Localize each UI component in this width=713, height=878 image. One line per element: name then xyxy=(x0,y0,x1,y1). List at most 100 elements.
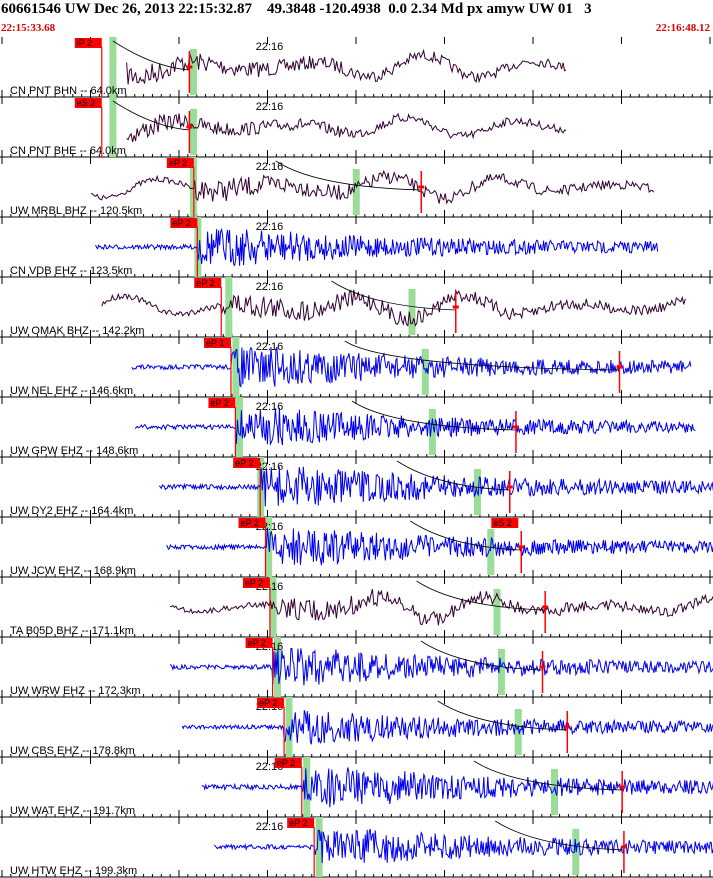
station-label: UW GPW EHZ -- 148.6km xyxy=(10,445,138,457)
travel-time-curve xyxy=(344,340,620,371)
p-pick-label: eS 2 xyxy=(77,98,96,108)
travel-time-curve xyxy=(396,460,510,491)
p-pick-label: eP 2 xyxy=(245,578,263,588)
station-label: UW OMAK BHZ -- 142.2km xyxy=(10,325,144,337)
station-label: UW DY2 EHZ -- 164.4km xyxy=(10,505,133,517)
travel-time-curve xyxy=(437,700,568,731)
waveform xyxy=(181,710,713,745)
minute-label: 22:16 xyxy=(256,281,284,293)
station-label: UW HTW EHZ -- 199.3km xyxy=(10,865,137,877)
p-pick-label: eP 2 xyxy=(172,218,190,228)
station-label: UW WAT EHZ -- 191.7km xyxy=(10,805,135,817)
p-pick-label: eP 1 xyxy=(206,338,224,348)
s-window xyxy=(493,589,501,635)
station-label: CN VDB EHZ -- 123.5km xyxy=(10,265,132,277)
s-window xyxy=(189,109,197,155)
waveform xyxy=(158,466,713,507)
s-pick-flag xyxy=(491,518,519,528)
waveform xyxy=(201,767,713,808)
travel-time-curve xyxy=(275,160,422,191)
s-window xyxy=(408,289,416,335)
s-window xyxy=(428,409,436,455)
p-pick-flag xyxy=(238,518,266,528)
minute-label: 22:16 xyxy=(256,821,284,833)
p-pick-flag xyxy=(74,38,102,48)
station-label: CN PNT BHE -- 64.0km xyxy=(10,145,126,157)
p-pick-flag xyxy=(208,398,236,408)
travel-time-curve xyxy=(495,820,624,851)
station-label: UW MRBL BHZ -- 120.5km xyxy=(10,205,142,217)
start-time: 22:15:33.68 xyxy=(1,22,56,34)
p-pick-flag xyxy=(170,218,198,228)
p-window xyxy=(109,37,117,97)
minute-label: 22:16 xyxy=(256,41,284,53)
waveform xyxy=(213,828,713,864)
waveform xyxy=(126,112,567,143)
s-window xyxy=(352,169,360,215)
p-pick-label: eP 2 xyxy=(196,278,214,288)
p-pick-label: eP 2 xyxy=(277,758,295,768)
s-window xyxy=(551,769,559,815)
travel-time-curve xyxy=(351,400,516,431)
minute-label: 22:16 xyxy=(256,401,284,413)
p-pick-label: eP 2 xyxy=(248,638,266,648)
p-pick-label: eP 2 xyxy=(210,398,228,408)
p-window xyxy=(315,817,323,877)
p-pick-label: iP 2 xyxy=(77,38,92,48)
minute-label: 22:16 xyxy=(256,101,284,113)
s-window xyxy=(497,649,505,695)
station-label: UW CBS EHZ -- 178.8km xyxy=(10,745,135,757)
p-pick-label: eP 2 xyxy=(259,698,277,708)
p-pick-flag xyxy=(74,98,102,108)
minute-label: 22:16 xyxy=(256,341,284,353)
station-label: UW NEL EHZ -- 146.6km xyxy=(10,385,133,397)
s-window xyxy=(421,349,429,395)
s-window xyxy=(487,529,495,575)
p-pick-flag xyxy=(233,458,261,468)
waveform xyxy=(95,227,659,267)
station-label: CN PNT BHN -- 64.0km xyxy=(10,85,127,97)
p-window xyxy=(269,577,277,637)
station-label: TA B05D BHZ -- 171.1km xyxy=(10,625,134,637)
minute-label: 22:16 xyxy=(256,161,284,173)
p-pick-flag xyxy=(194,278,222,288)
waveform xyxy=(169,588,713,626)
travel-time-curve xyxy=(473,760,623,791)
p-pick-flag xyxy=(242,578,270,588)
p-pick-label: eP 2 xyxy=(241,518,259,528)
p-pick-flag xyxy=(257,698,285,708)
seismogram-plot: 22:16 iP 2 CN PNT BHN -- 64.0km 22:16 eS 2 CN… xyxy=(0,37,713,878)
waveform xyxy=(126,48,567,85)
end-time: 22:16:48.12 xyxy=(655,22,710,34)
minute-label: 22:16 xyxy=(256,461,284,473)
travel-time-curve xyxy=(416,580,546,611)
p-pick-label: eP 2 xyxy=(169,158,187,168)
waveform xyxy=(131,346,692,388)
p-pick-flag xyxy=(287,818,315,828)
waveform xyxy=(90,169,655,205)
s-window xyxy=(514,709,522,755)
p-pick-flag xyxy=(203,338,231,348)
travel-time-curve xyxy=(420,640,543,671)
s-pick-label: eS 2 xyxy=(493,518,512,528)
station-label: UW JCW EHZ -- 168.9km xyxy=(10,565,136,577)
p-pick-flag xyxy=(245,638,273,648)
waveform xyxy=(169,647,713,686)
station-label: UW WRW EHZ -- 172.3km xyxy=(10,685,141,697)
p-window xyxy=(109,97,117,157)
travel-time-curve xyxy=(112,40,190,71)
p-pick-label: eP 2 xyxy=(289,818,307,828)
header: 60661546 UW Dec 26, 2013 22:15:32.87 49.… xyxy=(0,0,713,37)
p-pick-flag xyxy=(166,158,194,168)
travel-time-curve xyxy=(410,520,522,551)
p-window xyxy=(232,337,240,397)
p-pick-label: eP 2 xyxy=(235,458,253,468)
travel-time-curve xyxy=(112,100,190,131)
waveform xyxy=(101,288,686,327)
p-window xyxy=(235,397,243,457)
p-pick-flag xyxy=(274,758,302,768)
travel-time-curve xyxy=(331,280,456,311)
waveform xyxy=(166,527,713,566)
s-window xyxy=(189,49,197,95)
minute-label: 22:16 xyxy=(256,221,284,233)
